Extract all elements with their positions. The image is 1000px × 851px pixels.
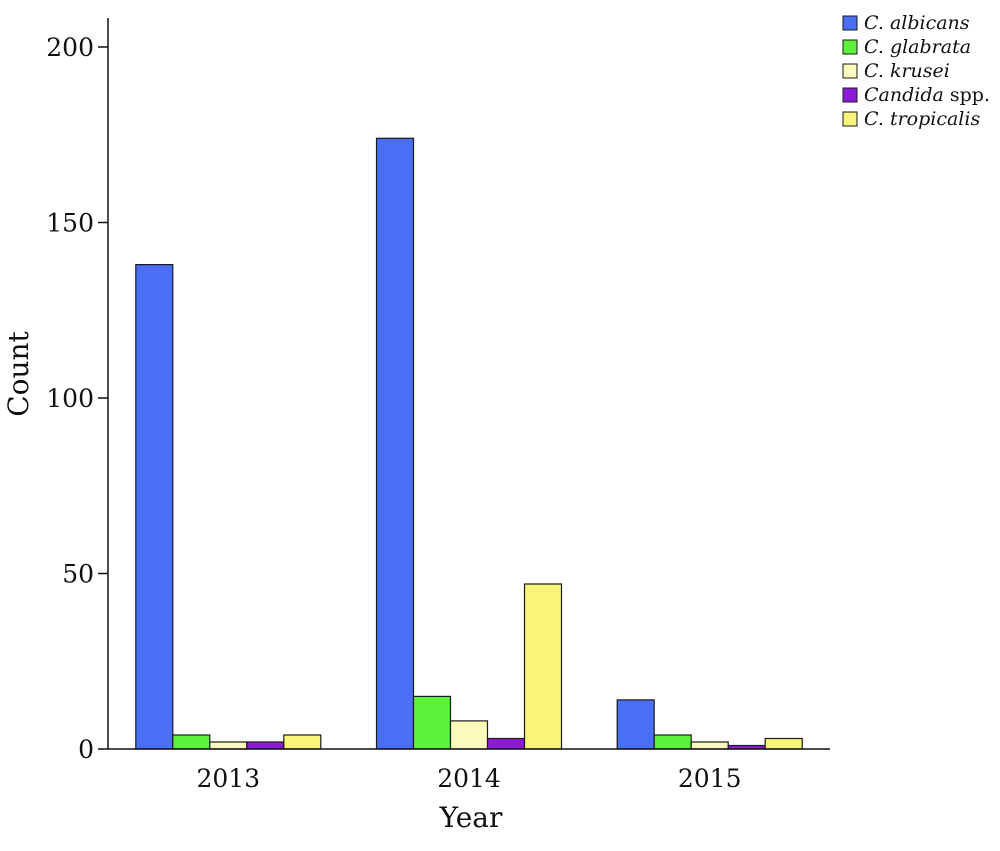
legend-swatch-2 xyxy=(842,63,858,79)
bar-2015-0 xyxy=(616,699,655,750)
x-tick-label-2014: 2014 xyxy=(437,764,501,793)
y-tick-label-0: 0 xyxy=(78,735,94,764)
bar-2015-2 xyxy=(690,741,729,750)
bar-2015-4 xyxy=(764,737,803,750)
x-tick-label-2015: 2015 xyxy=(678,764,742,793)
bar-2014-3 xyxy=(486,737,526,750)
bar-2014-0 xyxy=(375,137,415,750)
bar-2014-2 xyxy=(449,720,489,750)
legend-swatch-4 xyxy=(842,111,858,127)
legend-swatch-1 xyxy=(842,39,858,55)
bars-group xyxy=(135,137,803,750)
bar-2013-4 xyxy=(283,734,322,750)
bar-2013-2 xyxy=(209,741,248,750)
legend-swatch-0 xyxy=(842,15,858,31)
bar-2014-4 xyxy=(523,583,563,750)
bar-2015-1 xyxy=(653,734,692,750)
bar-2013-0 xyxy=(135,264,174,750)
y-tick-label-50: 50 xyxy=(62,560,94,589)
y-tick-label-200: 200 xyxy=(46,33,94,62)
legend-swatch-3 xyxy=(842,87,858,103)
x-axis-title: Year xyxy=(439,801,503,834)
legend-label-2: C. krusei xyxy=(864,60,950,82)
bar-2013-3 xyxy=(246,741,285,750)
axes-group: 2013 2014 2015 0 50 100 150 200 xyxy=(46,18,830,793)
legend-label-3: Candida spp. xyxy=(864,84,990,106)
legend-label-1: C. glabrata xyxy=(864,36,971,58)
legend-label-0: C. albicans xyxy=(864,12,970,34)
bar-2014-1 xyxy=(412,695,452,750)
y-tick-label-150: 150 xyxy=(46,209,94,238)
y-tick-label-100: 100 xyxy=(46,384,94,413)
bar-2013-1 xyxy=(172,734,211,750)
legend-label-4: C. tropicalis xyxy=(864,108,980,130)
y-axis-title: Count xyxy=(2,330,35,416)
x-tick-label-2013: 2013 xyxy=(196,764,260,793)
